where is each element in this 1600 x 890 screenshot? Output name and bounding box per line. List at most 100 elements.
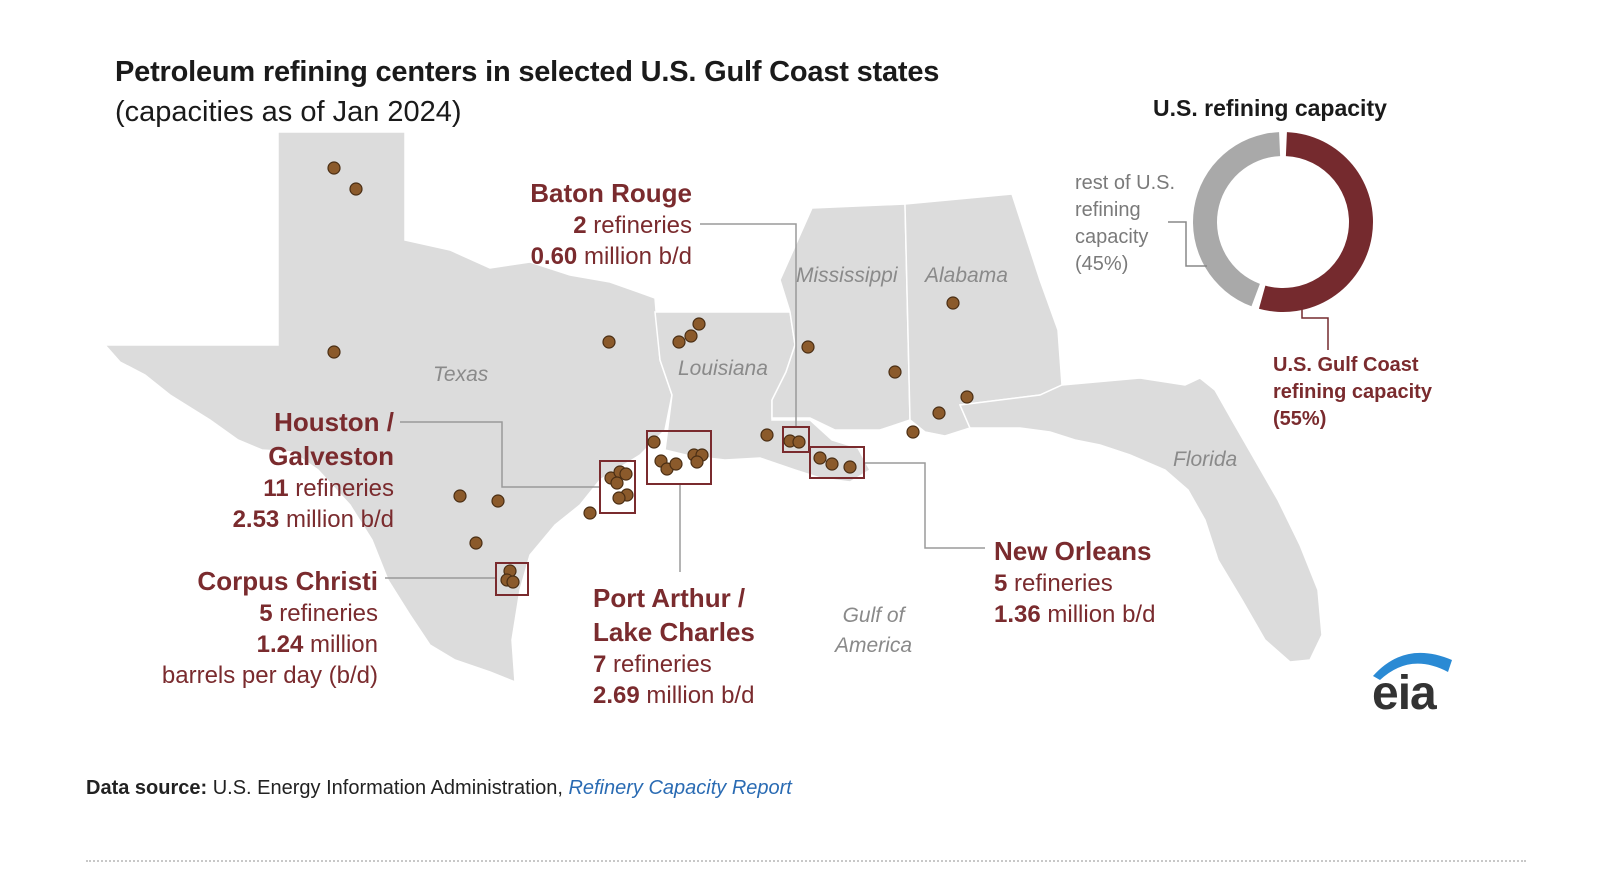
refinery-dot bbox=[932, 406, 946, 420]
donut-leaders bbox=[1168, 221, 1207, 267]
state-label-texas: Texas bbox=[433, 363, 489, 386]
refinery-dot bbox=[619, 467, 633, 481]
center-count: 5 refineries bbox=[162, 598, 378, 629]
map-title: Petroleum refining centers in selected U… bbox=[115, 56, 940, 88]
center-capacity: 1.24 million bbox=[162, 629, 378, 660]
refinery-dot bbox=[612, 491, 626, 505]
refinery-dot bbox=[583, 506, 597, 520]
rest-label-line: refining bbox=[1075, 199, 1141, 221]
corpus-christi-box bbox=[495, 562, 529, 596]
eia-logo-arc-icon bbox=[1373, 652, 1452, 680]
center-name: Baton Rouge bbox=[530, 178, 692, 208]
refinery-dot bbox=[906, 425, 920, 439]
map-subtitle: (capacities as of Jan 2024) bbox=[115, 96, 462, 128]
refinery-dot bbox=[669, 457, 683, 471]
refinery-dot bbox=[327, 345, 341, 359]
leader-lines bbox=[385, 223, 985, 579]
gulf-label-line: refining capacity bbox=[1273, 381, 1432, 403]
donut-leaders-gulf bbox=[1301, 302, 1329, 350]
refinery-dot bbox=[813, 451, 827, 465]
center-boxes bbox=[495, 426, 865, 596]
capacity-suffix: million b/d bbox=[577, 243, 692, 270]
florida-shape bbox=[958, 377, 1323, 663]
mississippi-shape bbox=[771, 203, 911, 431]
capacity-value: 2.69 bbox=[593, 682, 640, 709]
center-capacity: 0.60 million b/d bbox=[530, 241, 692, 272]
new-orleans-box bbox=[809, 446, 865, 479]
refinery-dot bbox=[647, 435, 661, 449]
center-count: 11 refineries bbox=[233, 473, 394, 504]
callout-new-orleans: New Orleans 5 refineries 1.36 million b/… bbox=[994, 534, 1155, 630]
center-name: Corpus Christi bbox=[197, 566, 378, 596]
texas-shape bbox=[103, 131, 673, 684]
baton-rouge-box bbox=[782, 426, 810, 453]
center-capacity: 1.36 million b/d bbox=[994, 599, 1155, 630]
capacity-suffix: million b/d bbox=[279, 506, 394, 533]
callout-houston-galveston: Houston / Galveston 11 refineries 2.53 m… bbox=[233, 405, 394, 535]
capacity-value: 1.36 bbox=[994, 601, 1041, 628]
capacity-value: 0.60 bbox=[530, 243, 578, 270]
capacity-suffix: million b/d bbox=[639, 682, 755, 709]
refinery-dot bbox=[610, 476, 624, 490]
refinery-dot bbox=[825, 457, 839, 471]
gulf-label-line: (55%) bbox=[1273, 408, 1327, 430]
houston-box bbox=[599, 460, 636, 514]
refinery-dot bbox=[843, 460, 857, 474]
refinery-dot bbox=[792, 435, 806, 449]
count-value: 7 bbox=[593, 651, 607, 678]
donut-gulf-label: U.S. Gulf Coast refining capacity (55%) bbox=[1273, 352, 1432, 433]
capacity-value: 1.24 bbox=[256, 631, 304, 658]
new-orleans-leader bbox=[864, 462, 985, 549]
rest-label-line: (45%) bbox=[1075, 253, 1129, 275]
count-value: 2 bbox=[573, 212, 587, 239]
capacity-value: 2.53 bbox=[232, 506, 280, 533]
center-count: 7 refineries bbox=[593, 649, 755, 680]
center-name: Port Arthur / bbox=[593, 583, 746, 613]
data-source: Data source: U.S. Energy Information Adm… bbox=[86, 777, 792, 800]
source-text: U.S. Energy Information Administration, bbox=[207, 777, 569, 799]
capacity-donut bbox=[1193, 132, 1373, 312]
center-count: 2 refineries bbox=[530, 210, 692, 241]
refinery-dot bbox=[327, 161, 341, 175]
state-label-alabama: Alabama bbox=[925, 264, 1008, 287]
refinery-dot bbox=[453, 489, 467, 503]
state-label-mississippi: Mississippi bbox=[796, 264, 898, 287]
center-name: New Orleans bbox=[994, 536, 1152, 566]
center-name: Galveston bbox=[268, 441, 394, 471]
count-suffix: refineries bbox=[272, 600, 378, 627]
eia-logo: eia bbox=[1372, 667, 1437, 720]
source-link[interactable]: Refinery Capacity Report bbox=[568, 777, 792, 799]
gulf-label: Gulf of America bbox=[835, 601, 912, 661]
state-label-louisiana: Louisiana bbox=[678, 357, 768, 380]
callout-port-arthur-lake-charles: Port Arthur / Lake Charles 7 refineries … bbox=[593, 581, 755, 711]
refinery-dot bbox=[801, 340, 815, 354]
count-suffix: refineries bbox=[1007, 570, 1113, 597]
count-suffix: refineries bbox=[606, 651, 712, 678]
refinery-dot bbox=[692, 317, 706, 331]
rest-label-line: capacity bbox=[1075, 226, 1149, 248]
donut-gulf-segment bbox=[1258, 132, 1373, 312]
refinery-dots bbox=[327, 161, 974, 589]
state-label-florida: Florida bbox=[1173, 448, 1238, 471]
refinery-dot bbox=[888, 365, 902, 379]
baton-rouge-leader bbox=[700, 223, 797, 427]
gulf-leader bbox=[1301, 302, 1329, 350]
callout-baton-rouge: Baton Rouge 2 refineries 0.60 million b/… bbox=[530, 176, 692, 272]
center-name: Houston / bbox=[274, 407, 394, 437]
gulf-label-line: U.S. Gulf Coast bbox=[1273, 354, 1419, 376]
refinery-dot bbox=[760, 428, 774, 442]
count-value: 5 bbox=[994, 570, 1008, 597]
refinery-dot bbox=[946, 296, 960, 310]
rest-leader bbox=[1168, 221, 1207, 267]
refinery-dot bbox=[602, 335, 616, 349]
refinery-dot bbox=[960, 390, 974, 404]
refinery-dot bbox=[684, 329, 698, 343]
center-name: Lake Charles bbox=[593, 617, 755, 647]
donut-title: U.S. refining capacity bbox=[1153, 95, 1387, 121]
center-count: 5 refineries bbox=[994, 568, 1155, 599]
refinery-dot bbox=[349, 182, 363, 196]
count-suffix: refineries bbox=[586, 212, 692, 239]
port-arthur-box bbox=[646, 430, 712, 485]
count-value: 5 bbox=[259, 600, 273, 627]
